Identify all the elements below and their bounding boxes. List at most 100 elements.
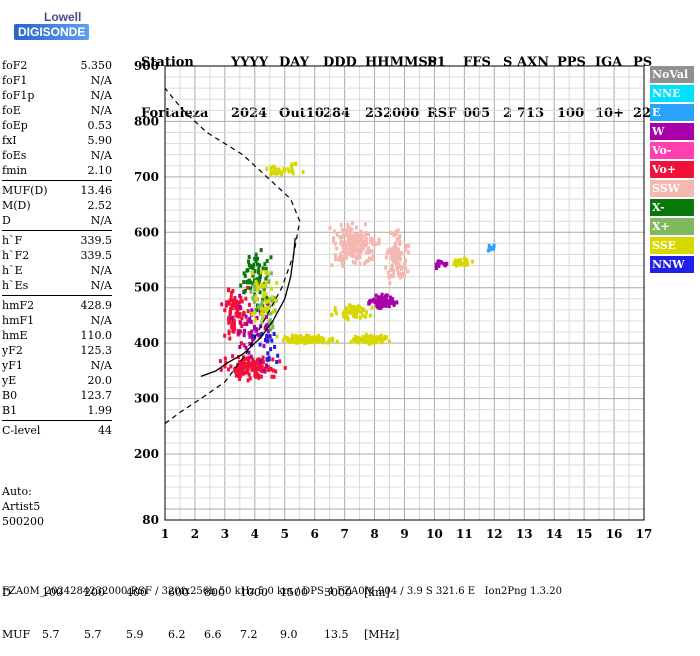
echo-point bbox=[353, 245, 357, 250]
header-row-values: Fortaleza 2024 Out10 284 232000 RSF 005 2 713 100… bbox=[141, 105, 657, 122]
mrow-cell: 7.2 bbox=[240, 628, 258, 641]
echo-point bbox=[254, 279, 258, 284]
echo-point bbox=[338, 257, 342, 262]
echo-point bbox=[242, 280, 246, 285]
echo-point bbox=[260, 358, 264, 363]
echo-point bbox=[257, 373, 261, 378]
echo-point bbox=[270, 374, 274, 379]
drow-cell: 1500 bbox=[280, 586, 308, 599]
echo-point bbox=[373, 300, 377, 305]
echo-point bbox=[237, 364, 241, 369]
param-row: fmin 2.10 bbox=[2, 163, 112, 178]
echo-point bbox=[267, 355, 271, 360]
echo-point bbox=[335, 339, 339, 344]
echo-point bbox=[352, 305, 356, 310]
echo-point bbox=[347, 310, 351, 315]
echo-point bbox=[306, 335, 310, 339]
param-value: N/A bbox=[90, 89, 112, 102]
echo-point bbox=[240, 316, 244, 321]
echo-point bbox=[374, 293, 378, 298]
echo-point bbox=[230, 303, 234, 308]
echo-point bbox=[384, 296, 388, 301]
echo-point bbox=[489, 246, 493, 251]
echo-point bbox=[265, 364, 268, 369]
echo-point bbox=[227, 320, 231, 325]
header-value-6: 005 bbox=[463, 106, 491, 121]
echo-point bbox=[237, 314, 241, 319]
param-value: N/A bbox=[90, 359, 112, 372]
echo-point bbox=[259, 248, 263, 253]
echo-point bbox=[357, 255, 361, 260]
echo-point bbox=[244, 370, 248, 375]
param-value: 339.5 bbox=[80, 234, 113, 247]
echo-point bbox=[333, 306, 337, 311]
x-tick-label: 3 bbox=[221, 527, 229, 541]
echo-point bbox=[435, 266, 438, 271]
echo-point bbox=[368, 313, 372, 318]
echo-point bbox=[434, 262, 438, 267]
legend-item-ssw: SSW bbox=[650, 180, 694, 197]
echo-point bbox=[247, 331, 251, 336]
param-row: C-level 44 bbox=[2, 423, 112, 438]
echo-point bbox=[261, 297, 265, 302]
echo-point bbox=[255, 277, 259, 282]
echo-point bbox=[250, 342, 254, 347]
echo-point bbox=[341, 258, 345, 263]
echo-point bbox=[287, 169, 291, 174]
param-name: foF1 bbox=[2, 74, 28, 87]
echo-point bbox=[244, 296, 248, 301]
echo-point bbox=[363, 261, 366, 266]
echo-point bbox=[232, 322, 236, 327]
echo-point bbox=[269, 347, 273, 352]
echo-point bbox=[348, 303, 352, 308]
echo-point bbox=[266, 365, 270, 369]
echo-point bbox=[259, 374, 263, 379]
echo-point bbox=[360, 244, 364, 248]
echo-point bbox=[262, 287, 266, 292]
param-value: 20.0 bbox=[87, 374, 113, 387]
echo-point bbox=[353, 339, 357, 344]
echo-point bbox=[492, 245, 495, 250]
echo-point bbox=[276, 171, 280, 176]
echo-point bbox=[351, 254, 355, 259]
echo-point bbox=[364, 259, 368, 264]
echo-point bbox=[246, 378, 250, 383]
echo-point bbox=[291, 171, 295, 176]
echo-point bbox=[345, 255, 349, 260]
echo-point bbox=[380, 338, 384, 343]
echo-point bbox=[364, 314, 367, 319]
echo-point bbox=[354, 314, 358, 319]
echo-point bbox=[392, 301, 396, 306]
param-value: 110.0 bbox=[80, 329, 113, 342]
echo-point bbox=[343, 242, 347, 247]
legend-item-nnw: NNW bbox=[650, 256, 694, 273]
param-name: C-level bbox=[2, 424, 41, 437]
echo-point bbox=[254, 259, 258, 264]
echo-point bbox=[263, 284, 267, 289]
echo-point bbox=[242, 333, 246, 338]
echo-point bbox=[238, 359, 242, 364]
echo-point bbox=[366, 258, 370, 263]
echo-point bbox=[353, 337, 357, 341]
echo-point bbox=[370, 305, 374, 310]
mrow-cell: 6.6 bbox=[204, 628, 222, 641]
echo-point bbox=[252, 311, 256, 315]
echo-point bbox=[247, 355, 251, 360]
echo-point bbox=[379, 333, 383, 338]
echo-point bbox=[251, 265, 255, 270]
echo-point bbox=[247, 263, 251, 268]
param-value: 339.5 bbox=[80, 249, 113, 262]
echo-point bbox=[266, 306, 270, 311]
echo-point bbox=[251, 357, 255, 362]
echo-point bbox=[266, 329, 270, 334]
echo-point bbox=[275, 360, 279, 364]
echo-point bbox=[272, 296, 276, 300]
echo-point bbox=[250, 312, 254, 317]
echo-point bbox=[306, 338, 310, 343]
echo-point bbox=[239, 296, 243, 301]
echo-point bbox=[375, 336, 379, 341]
echo-point bbox=[399, 275, 402, 280]
x-tick-label: 12 bbox=[486, 527, 503, 541]
param-name: foF2 bbox=[2, 59, 28, 72]
echo-point bbox=[458, 261, 462, 266]
